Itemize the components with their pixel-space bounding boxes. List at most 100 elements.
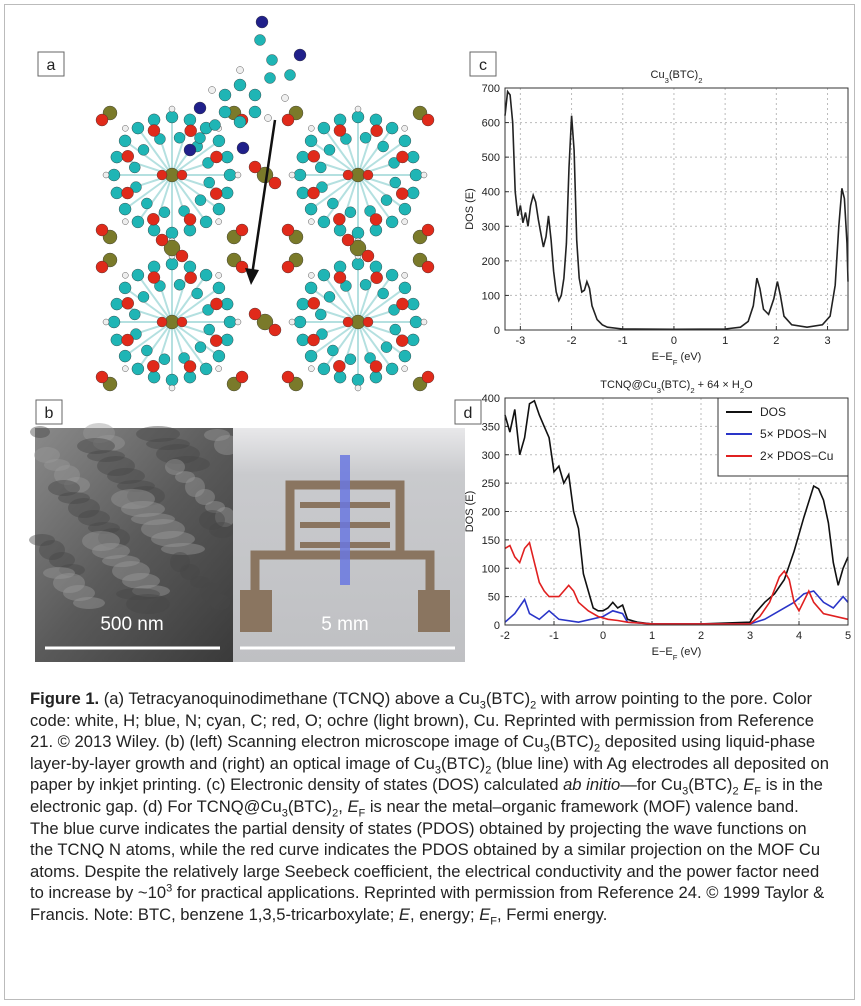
caption-run: E [479, 905, 490, 924]
atom [159, 207, 170, 218]
text-run: 2 [698, 76, 702, 85]
atom [204, 177, 215, 188]
atom [185, 125, 197, 137]
figure: 500 nm5 mm a b c d -3-2-1012301002003004… [0, 0, 861, 680]
atom [148, 272, 160, 284]
atom [327, 198, 338, 209]
atom [308, 297, 320, 309]
atom [386, 216, 398, 228]
atom [122, 219, 128, 225]
text-run: Cu [651, 69, 665, 81]
atom [204, 324, 215, 335]
atom [410, 169, 422, 181]
atom [122, 334, 134, 346]
atom [210, 188, 222, 200]
atom [305, 135, 317, 147]
atom [184, 360, 196, 372]
atom [96, 371, 108, 383]
atom [294, 49, 306, 61]
y-tick-label: 200 [482, 507, 500, 519]
atom [129, 309, 140, 320]
caption-run: (BTC) [441, 754, 485, 773]
texture [199, 510, 225, 530]
y-axis-label: DOS (E) [464, 188, 476, 230]
caption-run: —for Cu [620, 775, 682, 794]
atom [402, 125, 408, 131]
atom [192, 288, 203, 299]
atom [237, 67, 244, 74]
atom [352, 374, 364, 386]
atom [352, 258, 364, 270]
atom [315, 309, 326, 320]
atom [370, 114, 382, 126]
atom [318, 269, 330, 281]
atom [216, 366, 222, 372]
atom [111, 187, 123, 199]
pad [240, 590, 272, 632]
atom [122, 272, 128, 278]
atom [324, 291, 335, 302]
text-run: O [744, 379, 753, 391]
atom [265, 115, 272, 122]
text-run: + 64 × H [695, 379, 740, 391]
atom [396, 151, 408, 163]
panel-label: d [464, 405, 473, 422]
atom [360, 132, 371, 143]
atom [147, 360, 159, 372]
atom [297, 187, 309, 199]
caption-run: E [399, 905, 410, 924]
atom [122, 366, 128, 372]
atom [129, 162, 140, 173]
atom [386, 363, 398, 375]
atom [174, 132, 185, 143]
x-tick-label: -1 [549, 630, 559, 642]
y-axis-label: DOS (E) [464, 491, 476, 533]
atom [371, 272, 383, 284]
y-tick-label: 250 [482, 478, 500, 490]
atom [355, 385, 361, 391]
atom [159, 354, 170, 365]
atom [194, 102, 206, 114]
atom [213, 203, 225, 215]
x-tick-label: 5 [845, 630, 851, 642]
atom [422, 224, 434, 236]
atom [216, 219, 222, 225]
x-tick-label: -1 [618, 335, 628, 347]
atom [235, 172, 241, 178]
texture [48, 480, 80, 496]
atom [132, 122, 144, 134]
scale-label: 5 mm [321, 614, 369, 635]
atom [421, 172, 427, 178]
atom [360, 279, 371, 290]
atom [184, 224, 196, 236]
atom [195, 195, 206, 206]
atom [289, 172, 295, 178]
texture [77, 438, 115, 454]
atom [221, 187, 233, 199]
atom [103, 172, 109, 178]
atom [148, 261, 160, 273]
mof-line [340, 455, 350, 585]
atom [96, 224, 108, 236]
panel-label: b [45, 405, 54, 422]
atom [308, 334, 320, 346]
atom [396, 298, 408, 310]
caption-run: (BTC) [688, 775, 732, 794]
atom [386, 269, 398, 281]
atom [378, 141, 389, 152]
atom [96, 114, 108, 126]
panel-label: a [47, 57, 56, 74]
atom [402, 366, 408, 372]
atom [402, 219, 408, 225]
atom [236, 371, 248, 383]
atom [399, 203, 411, 215]
atom [305, 282, 317, 294]
atom [234, 116, 246, 128]
caption-run: , energy; [410, 905, 479, 924]
atom [176, 250, 188, 262]
atom [318, 363, 330, 375]
atom [219, 89, 231, 101]
atom [122, 297, 134, 309]
